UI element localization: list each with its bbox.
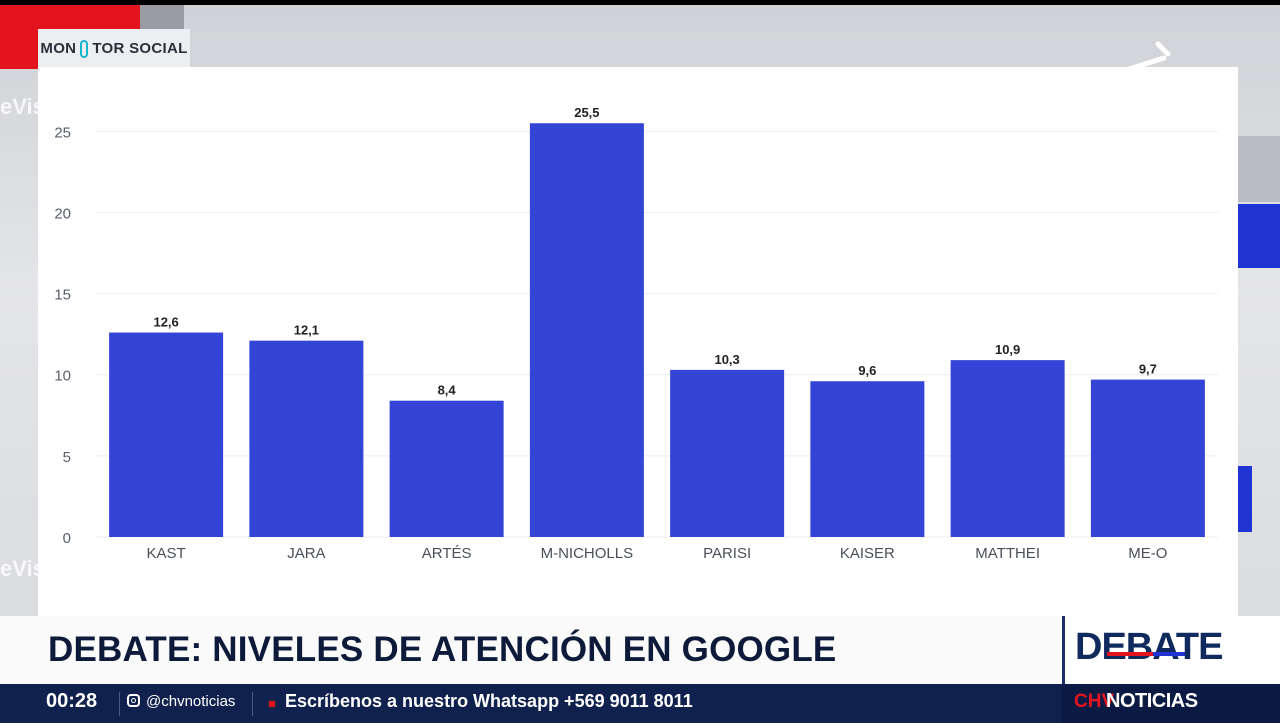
bar-value-label: 10,3 (714, 352, 739, 367)
background-screen-text: eVis (0, 94, 45, 119)
tag-text-left: MON (40, 39, 77, 57)
x-tick-label: KAST (147, 545, 186, 562)
y-tick-label: 15 (54, 287, 71, 304)
x-tick-label: PARISI (703, 545, 751, 562)
top-black-strip (0, 0, 1280, 5)
bar-value-label: 8,4 (438, 383, 457, 398)
bar (529, 123, 644, 537)
brand-noticias-text: NOTICIAS (1106, 690, 1198, 712)
debate-logo-red-stripe (1107, 652, 1153, 656)
bar (670, 369, 785, 537)
x-tick-label: ME-O (1128, 545, 1167, 562)
bar-value-label: 12,6 (153, 315, 178, 330)
bar (950, 360, 1065, 537)
microphone-icon (80, 40, 89, 58)
debate-logo-box: DEBATE (1062, 616, 1280, 684)
bar-value-label: 12,1 (294, 323, 319, 338)
instagram-icon (127, 694, 140, 707)
bar (810, 381, 925, 537)
tag-text-right: TOR SOCIAL (92, 39, 188, 57)
ticker-social-handle: @chvnoticias (146, 693, 236, 710)
debate-logo-blue-stripe (1153, 652, 1185, 656)
x-tick-label: M-NICHOLLS (541, 545, 634, 562)
bar (249, 340, 364, 537)
bar-chart: 0 5 10 15 20 25 12,6 KAST 12,1 JARA 8,4 ARTÉS 25,5 M-… (54, 105, 1218, 562)
background-screen-panel (1238, 136, 1280, 202)
bar (1090, 379, 1205, 537)
y-tick-label: 25 (54, 124, 71, 141)
bar (109, 332, 224, 537)
x-tick-label: MATTHEI (975, 545, 1040, 562)
bar (389, 400, 504, 537)
background-screen-text: eVis (0, 556, 45, 581)
y-tick-label: 10 (54, 368, 71, 385)
news-ticker: 00:28 @chvnoticias Escríbenos a nuestro … (0, 684, 1280, 723)
ticker-clock: 00:28 (46, 690, 98, 712)
bar-value-label: 10,9 (995, 342, 1020, 357)
ticker-bullet-icon (269, 701, 275, 707)
x-tick-label: JARA (287, 545, 325, 562)
background-blue-panel (1238, 204, 1280, 268)
brand-chv-mark: CHV (1074, 691, 1115, 712)
chv-noticias-brand: CHV NOTICIAS (1062, 684, 1280, 723)
headline-title: DEBATE: NIVELES DE ATENCIÓN EN GOOGLE (48, 630, 837, 669)
chart-card: 0 5 10 15 20 25 12,6 KAST 12,1 JARA 8,4 ARTÉS 25,5 M-… (38, 67, 1238, 616)
background-blue-panel-lower (1238, 466, 1252, 532)
y-tick-label: 5 (63, 449, 71, 466)
ticker-message: Escríbenos a nuestro Whatsapp +569 9011 … (285, 691, 693, 711)
debate-logo: DEBATE (1075, 626, 1223, 668)
y-tick-label: 20 (54, 205, 71, 222)
lower-third: DEBATE: NIVELES DE ATENCIÓN EN GOOGLE (0, 616, 1062, 684)
bar-value-label: 25,5 (574, 105, 599, 120)
bar-value-label: 9,6 (858, 363, 876, 378)
ticker-divider (252, 692, 253, 716)
bar-value-label: 9,7 (1139, 362, 1157, 377)
x-tick-label: KAISER (840, 545, 895, 562)
x-tick-label: ARTÉS (422, 545, 472, 562)
y-tick-label: 0 (63, 530, 71, 547)
ticker-divider (119, 692, 120, 716)
background-grey-panel (140, 5, 184, 29)
monitor-social-tag: MON TOR SOCIAL (38, 29, 190, 68)
